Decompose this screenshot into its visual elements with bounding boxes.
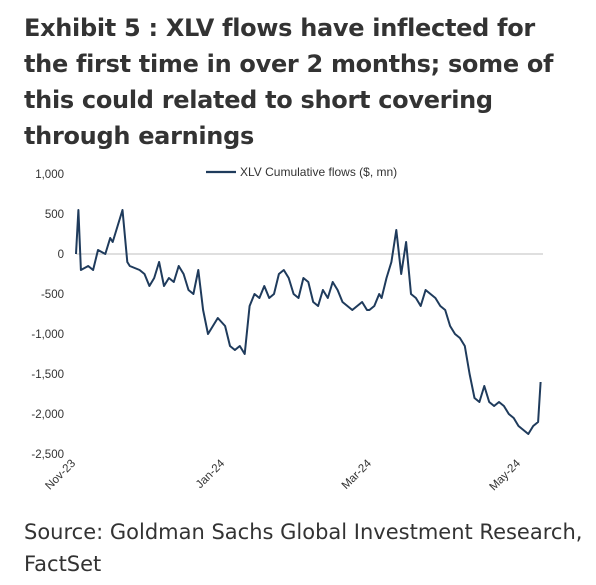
y-tick-label: 0: [58, 249, 64, 261]
x-tick-label: May-24: [488, 457, 524, 493]
y-axis: 1,000 500 0 -500 -1,000 -1,500 -2,000 -2,500: [31, 169, 64, 461]
y-tick-label: -2,500: [31, 449, 64, 461]
y-tick-label: -1,000: [31, 329, 64, 341]
x-tick-label: Mar-24: [340, 457, 375, 492]
line-chart: XLV Cumulative flows ($, mn) 1,000 500 0 -5…: [31, 165, 543, 493]
legend: XLV Cumulative flows ($, mn): [206, 165, 397, 179]
y-tick-label: -1,500: [31, 369, 64, 381]
source-note: Source: Goldman Sachs Global Investment …: [24, 520, 583, 576]
y-tick-label: 500: [45, 209, 64, 221]
chart-title: Exhibit 5 : XLV flows have inflected for…: [24, 14, 554, 150]
series-line-xlv-cumulative-flows: [75, 209, 542, 435]
y-tick-label: -500: [41, 289, 64, 301]
y-tick-label: 1,000: [35, 169, 64, 181]
x-axis: Nov-23 Jan-24 Mar-24 May-24: [43, 457, 523, 493]
x-tick-label: Nov-23: [43, 458, 78, 493]
x-tick-label: Jan-24: [194, 457, 228, 491]
legend-label: XLV Cumulative flows ($, mn): [240, 165, 397, 179]
y-tick-label: -2,000: [31, 409, 64, 421]
